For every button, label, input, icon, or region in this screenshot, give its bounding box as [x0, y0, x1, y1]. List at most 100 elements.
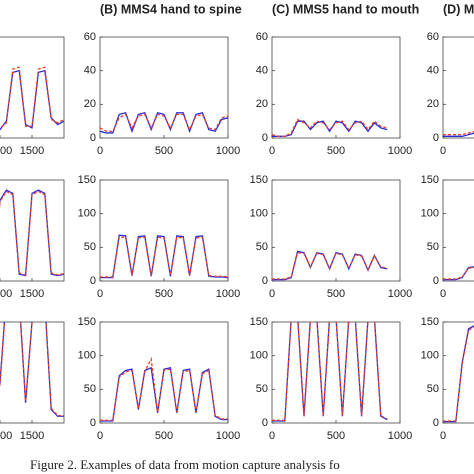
- x-tick-label: 0: [440, 288, 446, 300]
- y-tick-label: 0: [433, 417, 439, 429]
- data-line: [0, 322, 64, 417]
- panel: 1000 1500: [0, 179, 65, 300]
- y-tick-label: 20: [427, 98, 439, 110]
- x-tick-label: 1000: [0, 430, 12, 442]
- series-group: [272, 118, 388, 137]
- data-line: [272, 252, 388, 280]
- y-tick-label: 0: [90, 132, 96, 144]
- y-tick-label: 0: [262, 275, 268, 287]
- series-group: [443, 325, 474, 423]
- data-line: [272, 120, 388, 137]
- plot-frame: [0, 179, 65, 282]
- y-tick-label: 60: [84, 31, 96, 43]
- y-tick-label: 100: [421, 350, 439, 362]
- x-tick-label: 500: [155, 145, 173, 157]
- x-tick-label: 500: [155, 430, 173, 442]
- plot-frame: [442, 36, 474, 139]
- x-tick-label: 0: [97, 288, 103, 300]
- x-tick-label: 1000: [388, 430, 412, 442]
- y-tick-label: 40: [256, 65, 268, 77]
- data-line: [0, 189, 64, 277]
- panel-title: (B) MMS4 hand to spine: [100, 2, 242, 16]
- x-tick-label: 1500: [20, 430, 44, 442]
- x-tick-label: 500: [155, 288, 173, 300]
- data-line: [443, 326, 474, 422]
- data-line: [100, 356, 228, 421]
- plot-frame: [0, 321, 65, 424]
- data-line: [100, 366, 228, 422]
- x-tick-label: 0: [269, 430, 275, 442]
- y-tick-label: 0: [90, 275, 96, 287]
- series-group: [0, 189, 64, 277]
- x-tick-label: 0: [269, 145, 275, 157]
- y-tick-label: 50: [256, 241, 268, 253]
- y-tick-label: 0: [262, 132, 268, 144]
- x-tick-label: 1000: [216, 430, 240, 442]
- y-tick-label: 60: [256, 31, 268, 43]
- data-line: [443, 325, 474, 423]
- x-tick-label: 0: [97, 145, 103, 157]
- x-tick-label: 500: [327, 145, 345, 157]
- data-line: [443, 132, 474, 137]
- y-tick-label: 0: [433, 275, 439, 287]
- y-tick-label: 40: [84, 65, 96, 77]
- y-tick-label: 60: [427, 31, 439, 43]
- plot-frame: [442, 321, 474, 424]
- x-tick-label: 500: [327, 430, 345, 442]
- x-tick-label: 1000: [0, 288, 12, 300]
- data-line: [272, 118, 388, 137]
- data-line: [100, 234, 228, 279]
- series-group: [100, 234, 228, 279]
- y-tick-label: 50: [256, 383, 268, 395]
- y-tick-label: 50: [84, 241, 96, 253]
- y-tick-label: 100: [78, 208, 96, 220]
- data-line: [272, 322, 388, 422]
- y-tick-label: 100: [78, 350, 96, 362]
- data-line: [0, 66, 64, 129]
- y-tick-label: 50: [427, 241, 439, 253]
- y-tick-label: 150: [421, 174, 439, 186]
- caption: Figure 2. Examples of data from motion c…: [30, 457, 340, 472]
- x-tick-label: 1000: [0, 145, 12, 157]
- y-tick-label: 0: [90, 417, 96, 429]
- y-tick-label: 150: [250, 174, 268, 186]
- panel: (C) MMS5 hand to mouth 0 500 1000 0 20 40 60: [256, 2, 419, 157]
- x-tick-label: 0: [440, 145, 446, 157]
- panel-title: (D) MMS: [443, 2, 474, 16]
- panel: (B) MMS4 hand to spine 0 500 1000 0 20 40 60: [84, 2, 242, 157]
- y-tick-label: 50: [427, 383, 439, 395]
- data-line: [443, 266, 474, 280]
- y-tick-label: 40: [427, 65, 439, 77]
- y-tick-label: 0: [433, 132, 439, 144]
- data-line: [0, 322, 64, 417]
- data-line: [0, 190, 64, 276]
- x-tick-label: 1000: [388, 288, 412, 300]
- x-tick-label: 1000: [216, 288, 240, 300]
- data-line: [0, 69, 64, 131]
- series-group: [443, 130, 474, 137]
- data-line: [100, 113, 228, 132]
- panel-title: (C) MMS5 hand to mouth: [272, 2, 419, 16]
- x-tick-label: 1000: [216, 145, 240, 157]
- y-tick-label: 50: [84, 383, 96, 395]
- series-group: [443, 266, 474, 281]
- plot-frame: [99, 36, 229, 139]
- y-tick-label: 150: [78, 316, 96, 328]
- series-group: [100, 356, 228, 422]
- series-group: [272, 322, 388, 422]
- x-tick-label: 1500: [20, 288, 44, 300]
- y-tick-label: 0: [262, 417, 268, 429]
- series-group: [0, 322, 64, 417]
- panel: (D) MMS050010000204060: [427, 2, 474, 157]
- plot-frame: [99, 179, 229, 282]
- y-tick-label: 100: [250, 208, 268, 220]
- series-group: [100, 111, 228, 134]
- series-group: [272, 250, 388, 281]
